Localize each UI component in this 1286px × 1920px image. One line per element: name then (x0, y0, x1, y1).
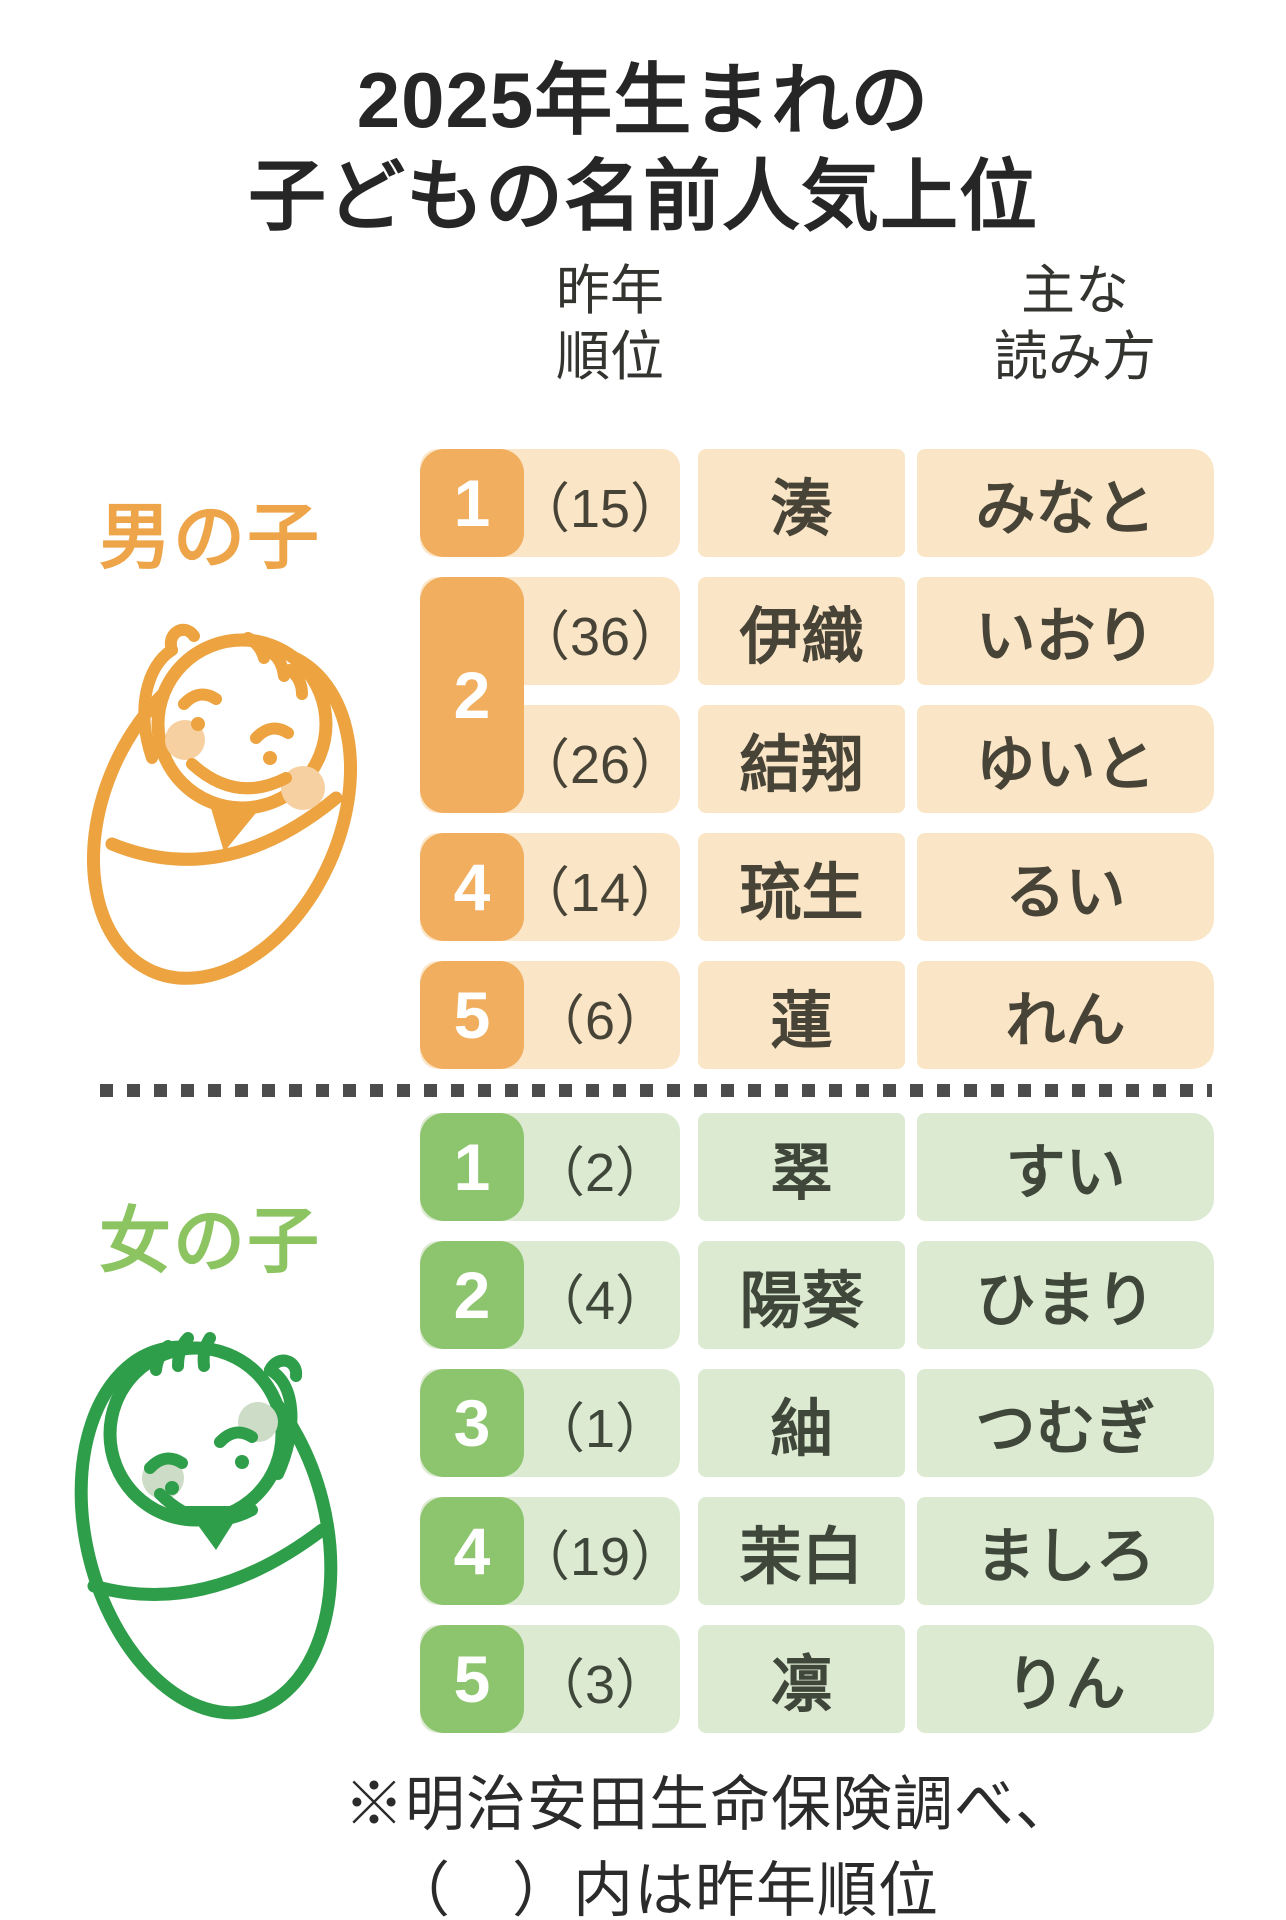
name-cell: 紬 (698, 1369, 905, 1477)
section-label-girls: 女の子 (98, 1202, 321, 1282)
table-row-boys-2: （36） 伊織 いおり (420, 577, 1214, 685)
rank-badge-girls-3: 3 (420, 1369, 524, 1477)
blush-right (281, 766, 325, 810)
source-note-line2: （ ）内は昨年順位 (390, 1857, 939, 1920)
rank-badge-boys-1: 1 (420, 449, 524, 557)
rank-badge-boys-4: 4 (420, 833, 524, 941)
table-row-girls-5: （3） 凛 りん (420, 1625, 1214, 1733)
name-cell: 茉白 (698, 1497, 905, 1605)
table-row-girls-2: （4） 陽葵 ひまり (420, 1241, 1214, 1349)
rank-badge-boys-5: 5 (420, 961, 524, 1069)
reading-cell: ゆいと (917, 705, 1214, 813)
dashed-divider (100, 1084, 1212, 1097)
table-row-boys-3: （26） 結翔 ゆいと (420, 705, 1214, 813)
rank-badge-boys-2: 2 (420, 577, 524, 813)
name-cell: 陽葵 (698, 1241, 905, 1349)
table-row-boys-5: （6） 蓮 れん (420, 961, 1214, 1069)
reading-cell: みなと (917, 449, 1214, 557)
table-row-girls-1: （2） 翠 すい (420, 1113, 1214, 1221)
column-header-reading: 主な 読み方 (930, 258, 1220, 390)
reading-cell: ひまり (917, 1241, 1214, 1349)
page-title-line2: 子どもの名前人気上位 (247, 152, 1038, 240)
reading-cell: つむぎ (917, 1369, 1214, 1477)
table-row-boys-1: （15） 湊 みなと (420, 449, 1214, 557)
reading-cell: るい (917, 833, 1214, 941)
column-header-last-year-line2: 順位 (556, 327, 664, 387)
column-header-reading-line1: 主な (1021, 261, 1129, 321)
name-cell: 翠 (698, 1113, 905, 1221)
reading-cell: いおり (917, 577, 1214, 685)
table-row-girls-4: （19） 茉白 ましろ (420, 1497, 1214, 1605)
rank-badge-girls-4: 4 (420, 1497, 524, 1605)
column-header-last-year-rank: 昨年 順位 (470, 258, 750, 390)
source-note-line1: ※明治安田生命保険調べ、 (344, 1771, 1076, 1838)
name-cell: 湊 (698, 449, 905, 557)
column-header-last-year-line1: 昨年 (556, 261, 664, 321)
page-title-line1: 2025年生まれの (356, 56, 930, 144)
baby-girl-icon (74, 1332, 338, 1720)
name-cell: 結翔 (698, 705, 905, 813)
reading-cell: すい (917, 1113, 1214, 1221)
reading-cell: れん (917, 961, 1214, 1069)
name-cell: 凛 (698, 1625, 905, 1733)
rank-badge-girls-1: 1 (420, 1113, 524, 1221)
table-row-boys-4: （14） 琉生 るい (420, 833, 1214, 941)
name-cell: 琉生 (698, 833, 905, 941)
rank-badge-girls-5: 5 (420, 1625, 524, 1733)
table-row-girls-3: （1） 紬 つむぎ (420, 1369, 1214, 1477)
reading-cell: ましろ (917, 1497, 1214, 1605)
rank-badge-girls-2: 2 (420, 1241, 524, 1349)
section-label-boys: 男の子 (98, 498, 321, 578)
column-header-reading-line2: 読み方 (994, 327, 1156, 387)
swaddle-fold (208, 798, 260, 852)
swaddle-fold (184, 1506, 244, 1550)
name-cell: 蓮 (698, 961, 905, 1069)
name-cell: 伊織 (698, 577, 905, 685)
reading-cell: りん (917, 1625, 1214, 1733)
baby-boy-icon (86, 624, 358, 985)
